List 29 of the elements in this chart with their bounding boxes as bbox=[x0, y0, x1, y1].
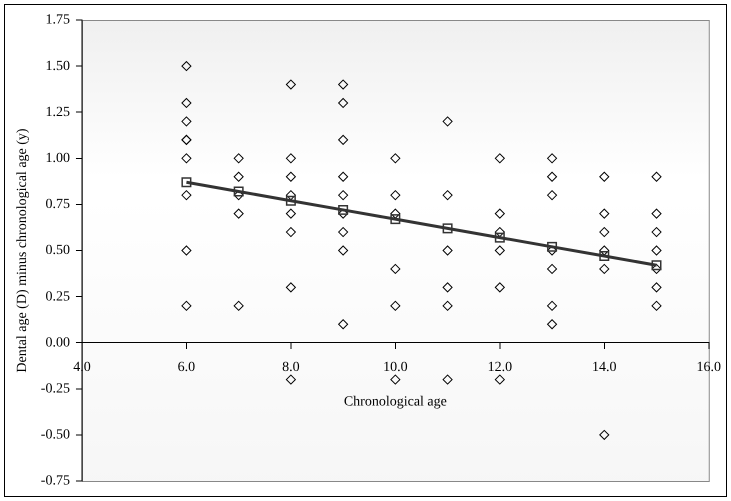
y-tick-label: 1.00 bbox=[45, 150, 70, 166]
y-tick-label: 0.25 bbox=[45, 289, 70, 304]
x-tick-label: 12.0 bbox=[488, 360, 512, 375]
point bbox=[547, 242, 558, 252]
point bbox=[599, 251, 610, 262]
y-tick-label: 1.25 bbox=[45, 104, 70, 120]
y-tick-label: 0.75 bbox=[45, 197, 70, 212]
x-tick-label: 10.0 bbox=[383, 360, 408, 375]
point bbox=[494, 232, 505, 243]
point bbox=[442, 223, 453, 234]
y-axis-title: Dental age (D) minus chronological age (y) bbox=[15, 128, 30, 373]
y-tick-label: -0.75 bbox=[40, 474, 70, 489]
point bbox=[338, 204, 348, 215]
point bbox=[390, 214, 400, 224]
y-tick-label: 0.00 bbox=[45, 335, 70, 350]
y-tick-label: -0.50 bbox=[40, 428, 70, 443]
point bbox=[234, 186, 244, 196]
y-tick-label: 1.75 bbox=[45, 12, 70, 28]
point bbox=[652, 260, 662, 270]
y-tick-label: 1.50 bbox=[45, 58, 70, 74]
x-axis-title: Chronological age bbox=[344, 394, 447, 410]
x-tick-label: 16.0 bbox=[696, 360, 721, 375]
x-tick-label: 14.0 bbox=[592, 360, 617, 375]
point bbox=[181, 177, 192, 188]
y-tick-label: 0.50 bbox=[45, 243, 70, 258]
point bbox=[286, 196, 296, 206]
y-tick-label: -0.25 bbox=[40, 381, 70, 396]
x-tick-label: 6.0 bbox=[178, 360, 196, 375]
x-tick-label: 8.0 bbox=[282, 360, 300, 375]
